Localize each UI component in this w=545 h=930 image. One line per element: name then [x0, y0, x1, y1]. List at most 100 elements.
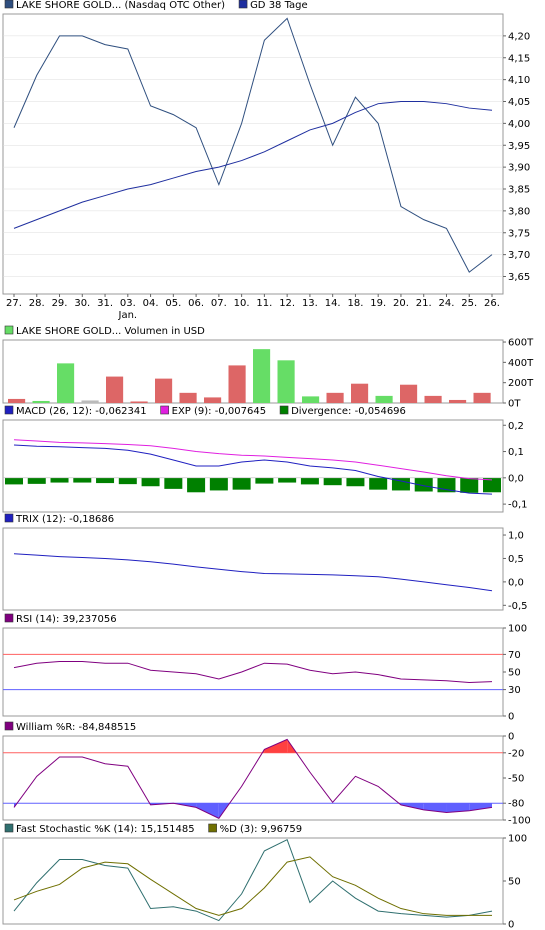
- stoch-d-line: [13, 856, 492, 916]
- macd-divergence-bar: [278, 477, 297, 483]
- macd-divergence-bar: [73, 477, 92, 483]
- macd-ytick-label: -0,1: [508, 500, 528, 511]
- rsi-ytick-label: 30: [508, 685, 521, 696]
- rsi-ytick-label: 70: [508, 650, 521, 661]
- date-label: 04.: [143, 298, 159, 309]
- williams-legend-swatch: [4, 721, 14, 731]
- macd-divergence-bar: [460, 477, 479, 493]
- date-label: 29.: [52, 298, 68, 309]
- macd-divergence-bar: [483, 477, 501, 493]
- volume-bar: [179, 392, 197, 403]
- rsi-ytick-label: 0: [508, 712, 514, 723]
- date-label: 10.: [234, 298, 250, 309]
- volume-bar: [57, 363, 75, 403]
- volume-bar: [81, 400, 99, 403]
- trix-ytick-label: 0,0: [508, 577, 524, 588]
- macd-divergence-bar: [27, 477, 46, 484]
- macd-panel: MACD (26, 12): -0,062341 EXP (9): -0,0076…: [2, 405, 528, 513]
- williams-r-line: [13, 738, 493, 819]
- rsi-frame: [2, 627, 504, 717]
- trix-frame: [2, 527, 504, 611]
- macd-divergence-bar: [164, 477, 183, 489]
- rsi-ytick-label: 100: [508, 624, 527, 635]
- volume-ytick-label: 400T: [508, 358, 534, 369]
- date-label: 31.: [97, 298, 113, 309]
- volume-bar: [473, 392, 491, 403]
- date-label: 28.: [29, 298, 45, 309]
- rsi-panel: RSI (14): 39,237056 100 70 50 30 0: [2, 613, 527, 723]
- williams-ytick-label: -80: [508, 799, 524, 810]
- williams-ytick-label: 0: [508, 732, 514, 743]
- macd-divergence-bar: [5, 477, 23, 485]
- macd-divergence-bar: [187, 477, 206, 493]
- price-ytick-label: 4,20: [508, 31, 530, 42]
- date-label: 03.: [120, 298, 136, 309]
- volume-bar: [228, 365, 246, 403]
- stochastic-legend-swatch: [208, 823, 217, 833]
- volume-bar: [302, 396, 320, 403]
- price-ytick-label: 3,75: [508, 228, 530, 239]
- macd-divergence-bar: [414, 477, 433, 492]
- rsi-legend-label: RSI (14): 39,237056: [16, 614, 117, 625]
- trix-panel: TRIX (12): -0,18686 1,0 0,5 0,0 -0,5: [2, 513, 528, 612]
- macd-divergence-bar: [141, 477, 160, 487]
- date-label: 18.: [347, 298, 363, 309]
- macd-divergence-bar: [391, 477, 410, 491]
- volume-bar: [277, 360, 295, 403]
- price-ytick-label: 3,90: [508, 163, 530, 174]
- williams-panel: William %R: -84,848515 0 -20 -50 -80 -100: [2, 721, 531, 827]
- price-ytick-label: 4,15: [508, 53, 530, 64]
- stochastic-ytick-label: 100: [508, 834, 527, 845]
- volume-ytick-label: 600T: [508, 338, 534, 349]
- exp-line: [13, 439, 493, 481]
- stochastic-panel: Fast Stochastic %K (14): 15,151485 %D (3)…: [2, 823, 527, 930]
- date-label: 14.: [325, 298, 341, 309]
- volume-bar: [32, 400, 50, 403]
- macd-ytick-label: 0,0: [508, 473, 524, 484]
- price-line: [13, 17, 493, 273]
- macd-divergence-bar: [300, 477, 319, 485]
- volume-bar: [424, 395, 442, 403]
- macd-divergence-bar: [118, 477, 137, 485]
- date-label: 25.: [461, 298, 477, 309]
- volume-ytick-label: 0T: [508, 399, 521, 410]
- trix-line: [13, 553, 493, 592]
- date-label: 20.: [393, 298, 409, 309]
- volume-bar: [106, 376, 124, 403]
- williams-ytick-label: -20: [508, 748, 524, 759]
- volume-bar: [253, 349, 271, 403]
- price-ytick-label: 3,70: [508, 250, 530, 261]
- date-label: 06.: [188, 298, 204, 309]
- rsi-ytick-label: 50: [508, 668, 521, 679]
- williams-oversold-area: [446, 803, 470, 813]
- volume-bar: [204, 397, 222, 403]
- macd-ytick-label: 0,1: [508, 447, 524, 458]
- price-ytick-label: 3,65: [508, 272, 530, 283]
- price-ytick-label: 3,85: [508, 185, 530, 196]
- date-label: 27.: [6, 298, 22, 309]
- price-legend-swatch: [4, 0, 14, 9]
- volume-bar: [449, 399, 467, 403]
- price-ytick-label: 3,80: [508, 206, 530, 217]
- volume-bar: [326, 392, 344, 403]
- volume-legend-label: LAKE SHORE GOLD... Volumen in USD: [16, 326, 205, 337]
- trix-legend-label: TRIX (12): -0,18686: [15, 514, 114, 525]
- williams-oversold-area: [469, 803, 492, 811]
- stochastic-legend-label: %D (3): 9,96759: [220, 824, 302, 835]
- date-label: 19.: [370, 298, 386, 309]
- date-label: 11.: [256, 298, 272, 309]
- volume-bar: [8, 398, 26, 403]
- trix-ytick-label: -0,5: [508, 601, 528, 612]
- month-label: Jan.: [118, 310, 138, 321]
- macd-divergence-bar: [255, 477, 274, 484]
- macd-divergence-bar: [369, 477, 388, 490]
- macd-divergence-bar: [232, 477, 251, 490]
- price-ytick-label: 3,95: [508, 141, 530, 152]
- volume-bar: [400, 384, 418, 403]
- date-label: 07.: [211, 298, 227, 309]
- volume-bar: [351, 383, 369, 403]
- stochastic-ytick-label: 0: [508, 920, 514, 930]
- price-ytick-label: 4,05: [508, 97, 530, 108]
- macd-legend-label: MACD (26, 12): -0,062341: [16, 406, 147, 417]
